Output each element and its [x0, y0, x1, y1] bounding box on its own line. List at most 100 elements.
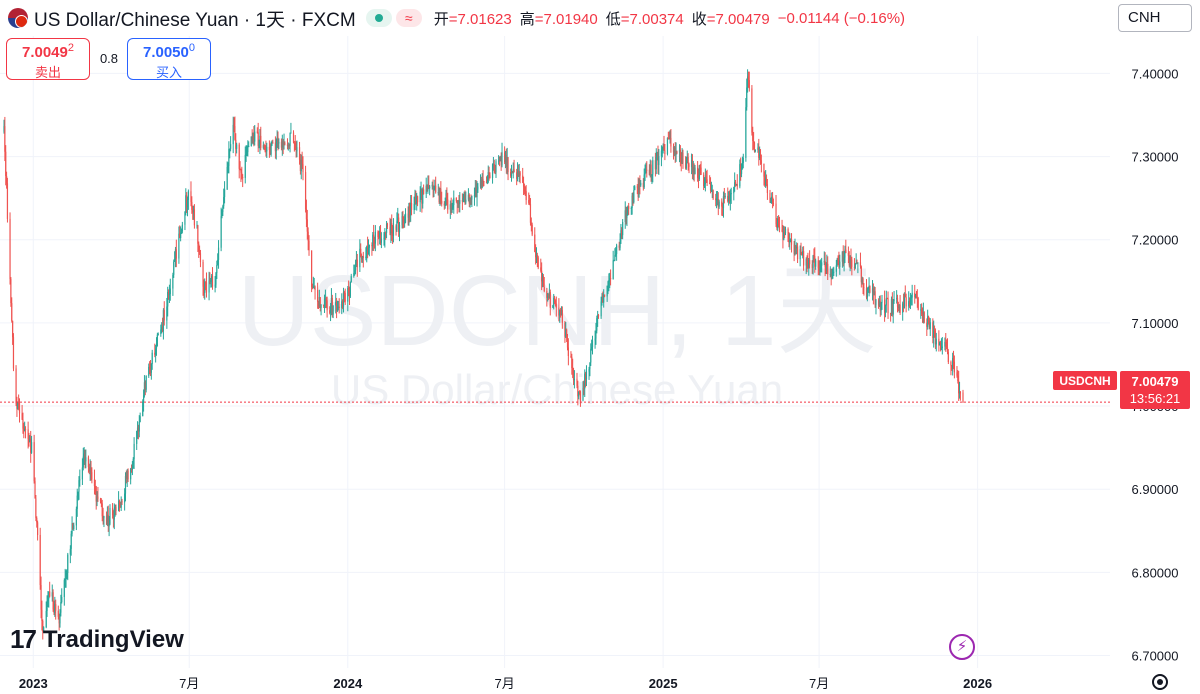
candle-body-down [428, 184, 430, 189]
candlestick-series[interactable] [3, 69, 964, 640]
candle-body-down [523, 186, 526, 188]
candle-body-down [286, 144, 289, 146]
candle-body-up [383, 237, 385, 239]
candle-body-down [356, 259, 358, 268]
candle-body-up [30, 442, 33, 453]
candle-body-down [938, 338, 940, 346]
candle-body-up [431, 184, 433, 187]
us-cn-flag-icon [8, 8, 28, 28]
candle-body-up [136, 427, 139, 431]
spread-value: 0.8 [99, 51, 119, 66]
candle-body-up [518, 172, 520, 177]
candle-body-up [656, 152, 658, 157]
candle-body-up [799, 249, 801, 260]
candle-body-down [926, 322, 928, 327]
candle-body-up [477, 186, 479, 190]
candle-body-up [60, 602, 62, 613]
time-axis[interactable]: 2023 7月 2024 7月 2025 7月 2026 [19, 676, 992, 691]
candle-body-down [578, 391, 581, 393]
candle-body-up [335, 301, 337, 306]
candle-body-up [627, 206, 629, 214]
candle-body-down [525, 191, 527, 201]
candle-body-down [468, 194, 470, 204]
candle-body-down [542, 276, 544, 287]
candle-body-down [597, 315, 600, 317]
settings-icon[interactable] [1152, 674, 1168, 690]
candle-body-up [655, 156, 657, 170]
candle-body-down [72, 523, 74, 530]
candle-body-up [510, 172, 513, 176]
candle-body-down [323, 304, 325, 306]
candle-body-down [441, 200, 443, 204]
candle-body-down [558, 307, 560, 316]
candle-body-up [217, 247, 220, 260]
status-wave-icon[interactable]: ≈ [395, 9, 422, 27]
market-open-icon[interactable] [365, 9, 392, 27]
candle-body-down [956, 372, 958, 376]
lightning-icon[interactable]: ⚡ [949, 634, 975, 660]
candle-body-down [348, 291, 351, 297]
candle-body-up [487, 172, 489, 183]
candle-body-up [829, 274, 831, 276]
symbol-tag-bg [1053, 371, 1117, 390]
last-price-tags: USDCNH 7.00479 13:56:21 [1053, 371, 1190, 409]
candle-body-down [203, 286, 205, 293]
candle-body-down [802, 251, 805, 266]
candle-body-down [37, 522, 39, 536]
candle-body-up [168, 294, 171, 296]
candle-body-down [648, 169, 650, 175]
tradingview-logo[interactable]: 17 TradingView [10, 624, 184, 655]
candle-body-up [270, 145, 272, 155]
candle-body-down [36, 518, 38, 523]
candle-body-down [395, 226, 397, 230]
candle-body-down [362, 256, 364, 259]
candle-body-up [69, 548, 71, 555]
buy-button[interactable]: 7.00500 买入 [127, 38, 211, 80]
candle-body-down [5, 151, 7, 176]
candle-body-down [945, 341, 947, 343]
candle-body-up [85, 457, 87, 462]
candle-body-down [4, 126, 6, 152]
candle-body-down [198, 243, 200, 252]
candle-body-down [657, 152, 659, 165]
candle-body-up [156, 334, 158, 347]
candle-body-down [781, 229, 783, 232]
candle-body-up [126, 470, 128, 479]
candle-body-up [694, 167, 696, 174]
candle-body-up [61, 596, 63, 603]
candle-body-up [703, 184, 706, 187]
candle-body-down [294, 143, 296, 150]
candle-body-up [481, 179, 483, 188]
candle-body-down [886, 298, 888, 300]
candle-body-down [107, 514, 109, 527]
price-axis[interactable]: 7.400007.300007.200007.100007.000006.900… [1132, 66, 1179, 663]
candle-body-up [117, 501, 120, 512]
candle-body-down [618, 245, 620, 248]
candle-body-up [283, 143, 285, 145]
currency-selector[interactable]: CNH [1118, 4, 1192, 32]
candle-body-down [5, 175, 8, 184]
candle-body-down [24, 428, 27, 430]
candle-body-down [202, 262, 204, 287]
candle-body-down [360, 255, 363, 260]
candle-body-down [94, 486, 96, 488]
candle-body-up [836, 258, 838, 266]
candle-body-down [163, 310, 165, 321]
symbol-title[interactable]: US Dollar/Chinese Yuan · 1天 · FXCM [34, 9, 356, 31]
candle-body-up [124, 476, 127, 494]
candle-body-down [343, 292, 345, 294]
candle-body-down [234, 126, 236, 140]
candle-body-up [320, 304, 322, 309]
candle-body-down [570, 355, 572, 357]
candle-body-down [917, 298, 919, 310]
candle-body-up [361, 256, 364, 260]
sell-button[interactable]: 7.00492 卖出 [6, 38, 90, 80]
candle-body-up [236, 144, 238, 149]
candle-body-down [947, 352, 949, 362]
candle-body-up [79, 479, 81, 481]
candle-body-down [865, 288, 868, 298]
candle-body-down [435, 185, 437, 193]
chart-header: US Dollar/Chinese Yuan · 1天 · FXCM ≈ 开=7… [0, 0, 1110, 36]
candle-body-down [687, 157, 689, 165]
